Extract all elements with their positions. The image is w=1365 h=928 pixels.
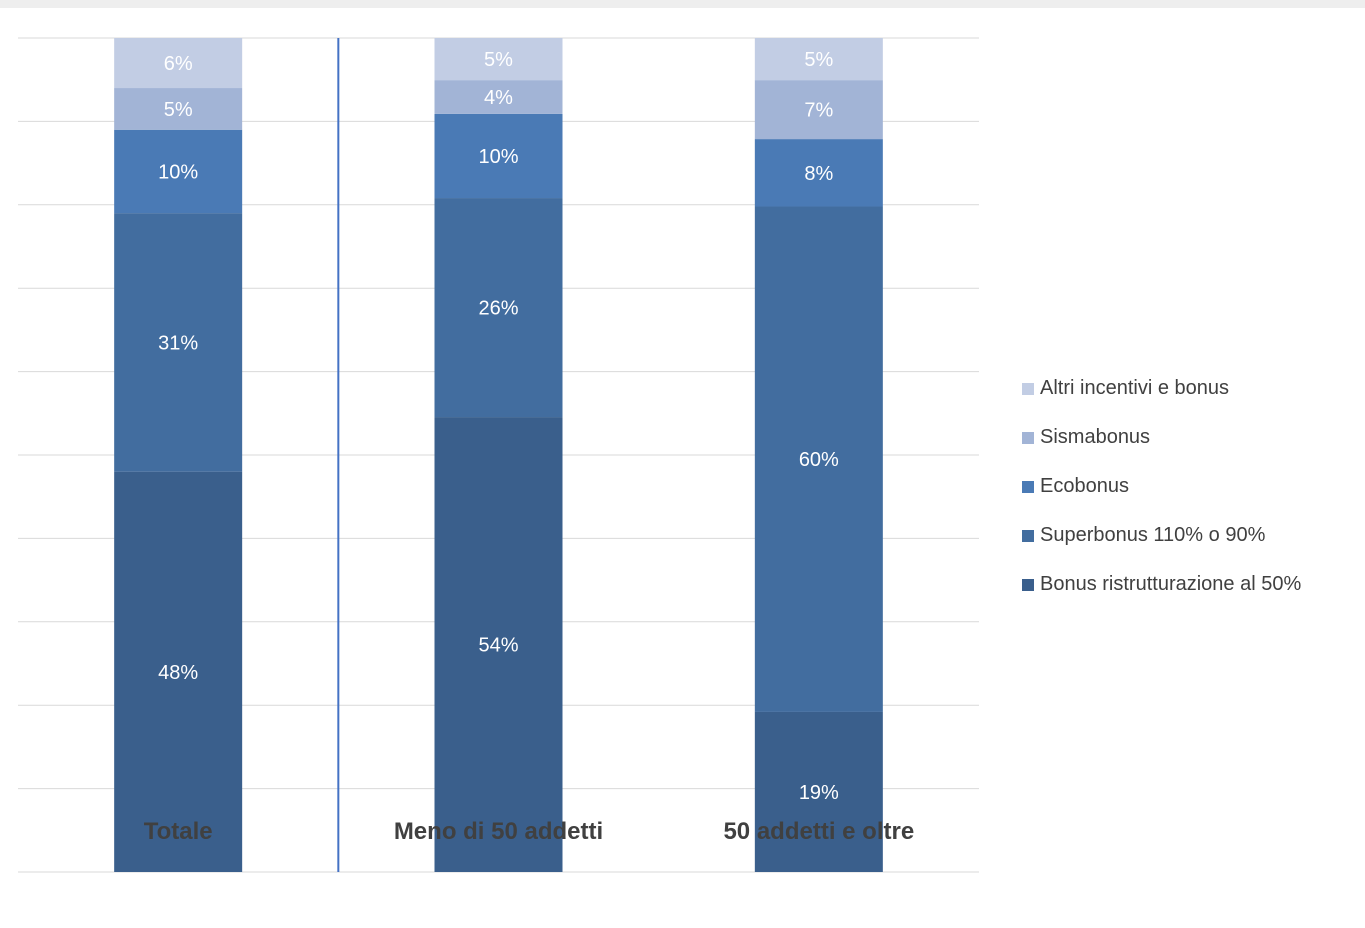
legend-swatch (1022, 578, 1034, 591)
legend-swatch (1022, 529, 1034, 542)
category-label: Meno di 50 addetti (394, 818, 603, 845)
bar-segment (434, 417, 563, 872)
legend-item: Sismabonus (1022, 413, 1301, 462)
bar-segment (434, 80, 563, 114)
bar-segment (754, 139, 883, 207)
data-label: 6% (164, 53, 193, 75)
data-label: 5% (164, 99, 193, 121)
data-label: 5% (484, 49, 513, 71)
data-label: 5% (804, 49, 833, 71)
bar-segment (114, 38, 243, 89)
bar-segment (754, 80, 883, 140)
bar-segment (754, 38, 883, 81)
legend-swatch (1022, 431, 1034, 444)
legend-item: Bonus ristrutturazione al 50% (1022, 560, 1301, 609)
legend-swatch (1022, 480, 1034, 493)
data-label: 31% (158, 332, 198, 354)
bar-segment (434, 198, 563, 418)
data-label: 7% (804, 100, 833, 122)
bar-segment (754, 711, 883, 872)
category-label: 50 addetti e oltre (723, 818, 914, 845)
bar-segment (114, 88, 243, 130)
legend-item: Altri incentivi e bonus (1022, 364, 1301, 413)
legend-item: Superbonus 110% o 90% (1022, 511, 1301, 560)
bar-segment (754, 206, 883, 712)
legend-item: Ecobonus (1022, 462, 1301, 511)
legend-swatch (1022, 382, 1034, 395)
bar-segment (114, 213, 243, 472)
bar-segment (114, 471, 243, 872)
data-label: 10% (478, 146, 518, 168)
data-label: 48% (158, 662, 198, 684)
top-band (0, 0, 1365, 8)
bar-segment (114, 129, 243, 214)
data-label: 4% (484, 87, 513, 109)
legend: Altri incentivi e bonus Sismabonus Ecobonu… (1022, 364, 1301, 609)
bar-segment (434, 38, 563, 81)
category-label: Totale (144, 818, 213, 845)
bar-segment (434, 113, 563, 199)
data-label: 26% (478, 298, 518, 320)
legend-label: Ecobonus (1040, 475, 1129, 497)
data-label: 8% (804, 163, 833, 185)
legend-label: Sismabonus (1040, 426, 1151, 448)
legend-label: Superbonus 110% o 90% (1040, 524, 1266, 546)
data-label: 19% (799, 782, 839, 804)
legend-label: Altri incentivi e bonus (1040, 377, 1229, 399)
legend-label: Bonus ristrutturazione al 50% (1040, 573, 1302, 595)
data-label: 60% (799, 449, 839, 471)
data-label: 54% (478, 635, 518, 657)
data-label: 10% (158, 161, 198, 183)
